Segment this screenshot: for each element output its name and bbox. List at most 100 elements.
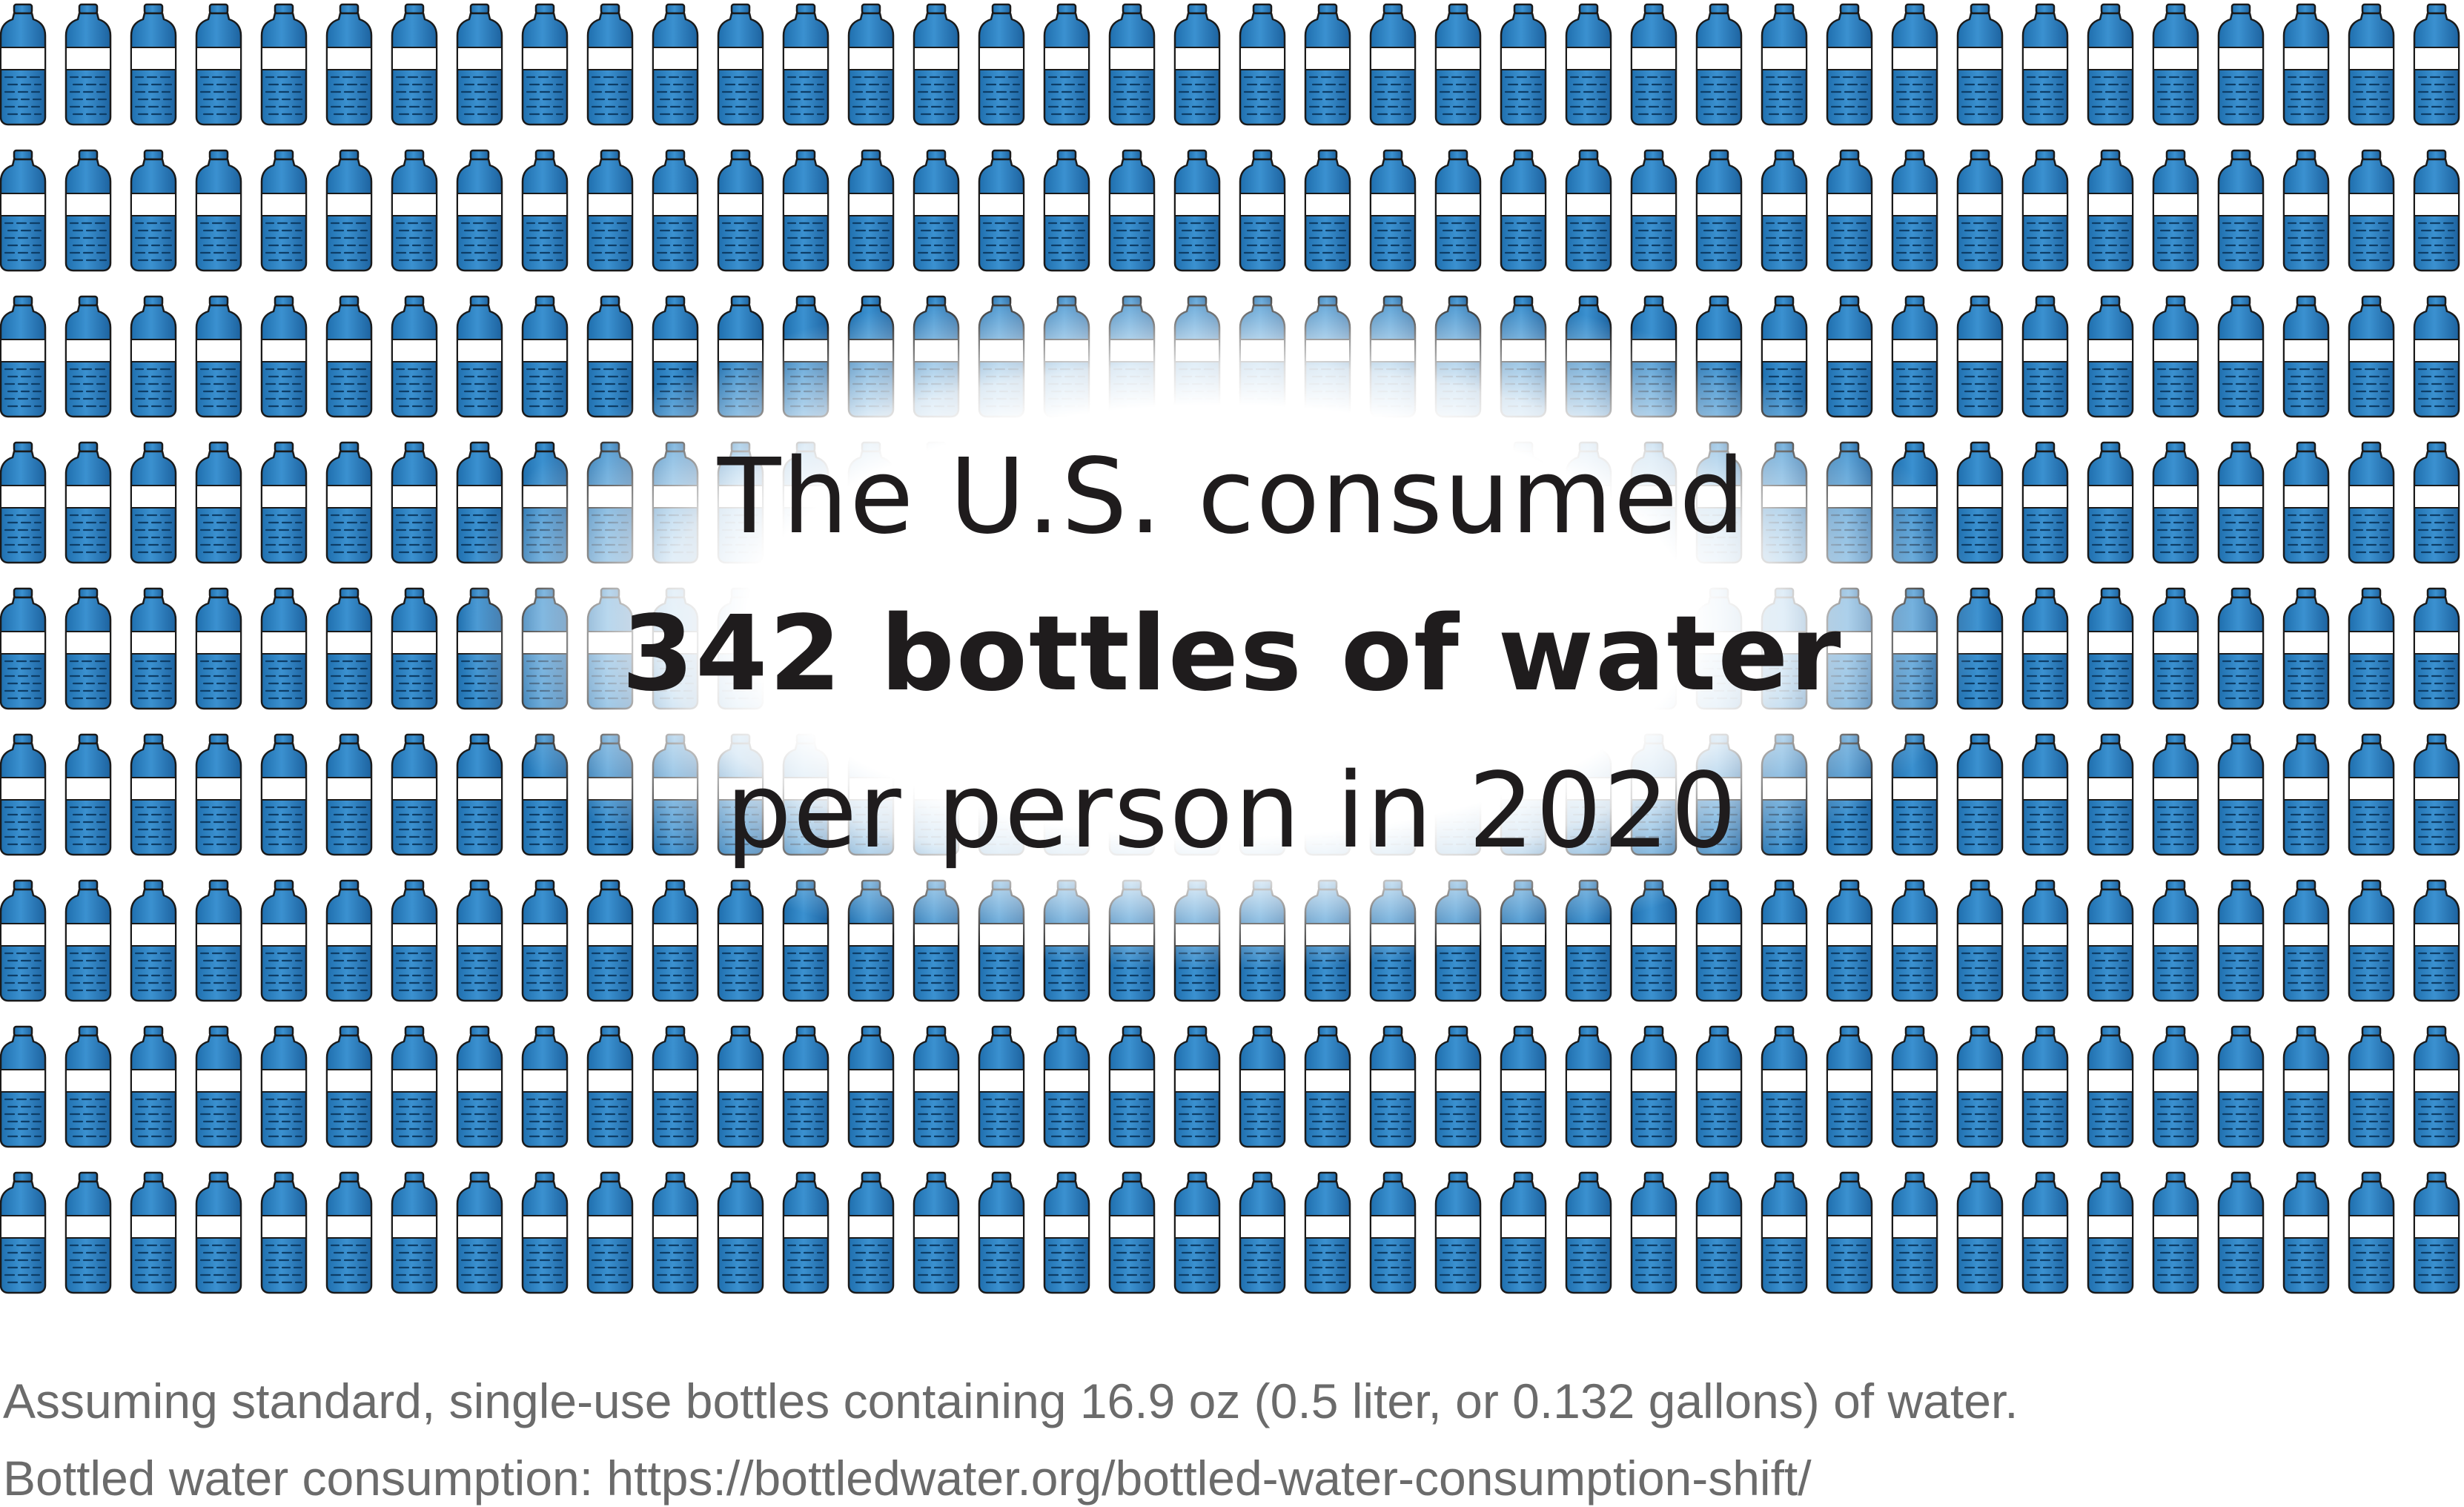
water-bottle-icon	[1239, 295, 1286, 418]
water-bottle-icon	[2087, 1025, 2134, 1148]
water-bottle-icon	[195, 1171, 242, 1294]
water-bottle-icon	[1434, 879, 1482, 1002]
water-bottle-icon	[2152, 149, 2199, 272]
water-bottle-icon	[1434, 1171, 1482, 1294]
water-bottle-icon	[1761, 1171, 1808, 1294]
water-bottle-icon	[1239, 879, 1286, 1002]
water-bottle-icon	[1826, 1025, 1873, 1148]
water-bottle-icon	[2021, 295, 2069, 418]
water-bottle-icon	[1761, 879, 1808, 1002]
water-bottle-icon	[1108, 3, 1156, 126]
water-bottle-icon	[2413, 295, 2460, 418]
water-bottle-icon	[0, 1025, 47, 1148]
water-bottle-icon	[1500, 879, 1547, 1002]
water-bottle-icon	[1043, 1171, 1090, 1294]
water-bottle-icon	[847, 295, 895, 418]
water-bottle-icon	[325, 1025, 373, 1148]
water-bottle-icon	[1956, 3, 2004, 126]
water-bottle-icon	[260, 1025, 308, 1148]
water-bottle-icon	[0, 295, 47, 418]
water-bottle-icon	[717, 149, 764, 272]
water-bottle-icon	[391, 295, 438, 418]
water-bottle-icon	[2348, 879, 2395, 1002]
water-bottle-icon	[1761, 1025, 1808, 1148]
water-bottle-icon	[2021, 149, 2069, 272]
water-bottle-icon	[847, 149, 895, 272]
water-bottle-icon	[1239, 1171, 1286, 1294]
water-bottle-icon	[2413, 879, 2460, 1002]
water-bottle-icon	[1304, 3, 1351, 126]
water-bottle-icon	[195, 3, 242, 126]
water-bottle-icon	[391, 149, 438, 272]
water-bottle-icon	[325, 1171, 373, 1294]
water-bottle-icon	[391, 879, 438, 1002]
water-bottle-icon	[130, 149, 177, 272]
water-bottle-icon	[2413, 1025, 2460, 1148]
water-bottle-icon	[1239, 149, 1286, 272]
water-bottle-icon	[1108, 1171, 1156, 1294]
water-bottle-icon	[2087, 879, 2134, 1002]
water-bottle-icon	[1369, 1171, 1417, 1294]
water-bottle-icon	[2217, 879, 2265, 1002]
water-bottle-icon	[456, 3, 503, 126]
water-bottle-icon	[652, 1025, 699, 1148]
water-bottle-icon	[1500, 1171, 1547, 1294]
water-bottle-icon	[1630, 1025, 1678, 1148]
water-bottle-icon	[1891, 1025, 1938, 1148]
water-bottle-icon	[978, 1025, 1025, 1148]
water-bottle-icon	[2152, 295, 2199, 418]
water-bottle-icon	[1826, 1171, 1873, 1294]
water-bottle-icon	[325, 295, 373, 418]
water-bottle-icon	[195, 149, 242, 272]
water-bottle-icon	[913, 1025, 960, 1148]
water-bottle-icon	[1695, 149, 1743, 272]
water-bottle-icon	[2348, 1025, 2395, 1148]
water-bottle-icon	[1173, 1171, 1221, 1294]
water-bottle-icon	[1500, 3, 1547, 126]
water-bottle-icon	[717, 295, 764, 418]
water-bottle-icon	[2348, 149, 2395, 272]
water-bottle-icon	[1630, 149, 1678, 272]
water-bottle-icon	[391, 1171, 438, 1294]
water-bottle-icon	[456, 1171, 503, 1294]
water-bottle-icon	[1695, 1025, 1743, 1148]
water-bottle-icon	[1173, 879, 1221, 1002]
water-bottle-icon	[1434, 149, 1482, 272]
water-bottle-icon	[2217, 1025, 2265, 1148]
water-bottle-icon	[1891, 149, 1938, 272]
water-bottle-icon	[1565, 295, 1612, 418]
water-bottle-icon	[1695, 3, 1743, 126]
water-bottle-icon	[325, 3, 373, 126]
water-bottle-icon	[1369, 3, 1417, 126]
water-bottle-icon	[1173, 295, 1221, 418]
water-bottle-icon	[1369, 879, 1417, 1002]
water-bottle-icon	[2348, 3, 2395, 126]
water-bottle-icon	[586, 149, 634, 272]
water-bottle-icon	[2282, 149, 2330, 272]
water-bottle-icon	[1761, 3, 1808, 126]
water-bottle-icon	[1434, 3, 1482, 126]
water-bottle-icon	[2217, 1171, 2265, 1294]
water-bottle-icon	[1956, 1171, 2004, 1294]
water-bottle-icon	[1630, 1171, 1678, 1294]
water-bottle-icon	[1173, 1025, 1221, 1148]
water-bottle-icon	[325, 149, 373, 272]
water-bottle-icon	[1043, 879, 1090, 1002]
water-bottle-icon	[1304, 879, 1351, 1002]
water-bottle-icon	[1173, 3, 1221, 126]
water-bottle-icon	[978, 3, 1025, 126]
water-bottle-icon	[2152, 1171, 2199, 1294]
water-bottle-icon	[2087, 1171, 2134, 1294]
water-bottle-icon	[1891, 295, 1938, 418]
water-bottle-icon	[2282, 879, 2330, 1002]
water-bottle-icon	[652, 1171, 699, 1294]
water-bottle-icon	[195, 1025, 242, 1148]
water-bottle-icon	[2087, 3, 2134, 126]
water-bottle-icon	[1630, 295, 1678, 418]
water-bottle-icon	[521, 879, 569, 1002]
water-bottle-icon	[2152, 3, 2199, 126]
water-bottle-icon	[260, 149, 308, 272]
headline-line-2: 342 bottles of water	[621, 594, 1843, 715]
water-bottle-icon	[652, 879, 699, 1002]
water-bottle-icon	[913, 879, 960, 1002]
